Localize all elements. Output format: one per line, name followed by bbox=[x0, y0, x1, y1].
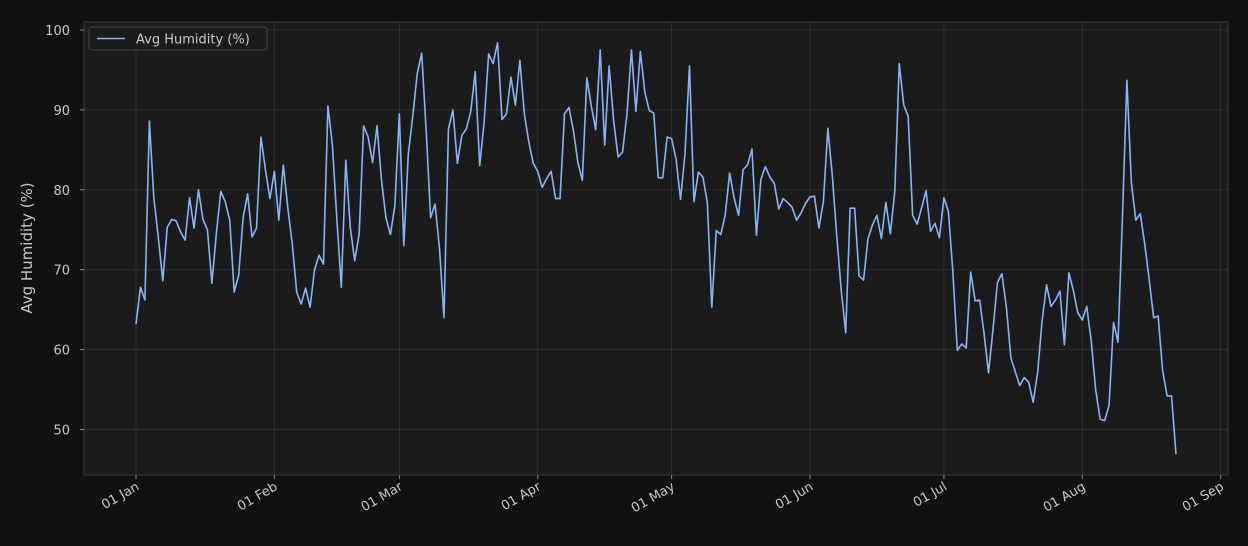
plot-area bbox=[83, 21, 1229, 476]
legend-label: Avg Humidity (%) bbox=[136, 33, 250, 48]
y-tick-label: 80 bbox=[53, 184, 70, 199]
y-tick-label: 90 bbox=[53, 104, 70, 119]
y-tick-label: 100 bbox=[45, 24, 70, 39]
legend: Avg Humidity (%) bbox=[88, 26, 268, 51]
y-tick-label: 70 bbox=[53, 264, 70, 279]
y-axis-label: Avg Humidity (%) bbox=[18, 182, 36, 313]
y-tick-label: 50 bbox=[53, 423, 70, 438]
y-tick-label: 60 bbox=[53, 344, 70, 359]
legend-box bbox=[88, 26, 268, 51]
data-line bbox=[135, 41, 1177, 455]
